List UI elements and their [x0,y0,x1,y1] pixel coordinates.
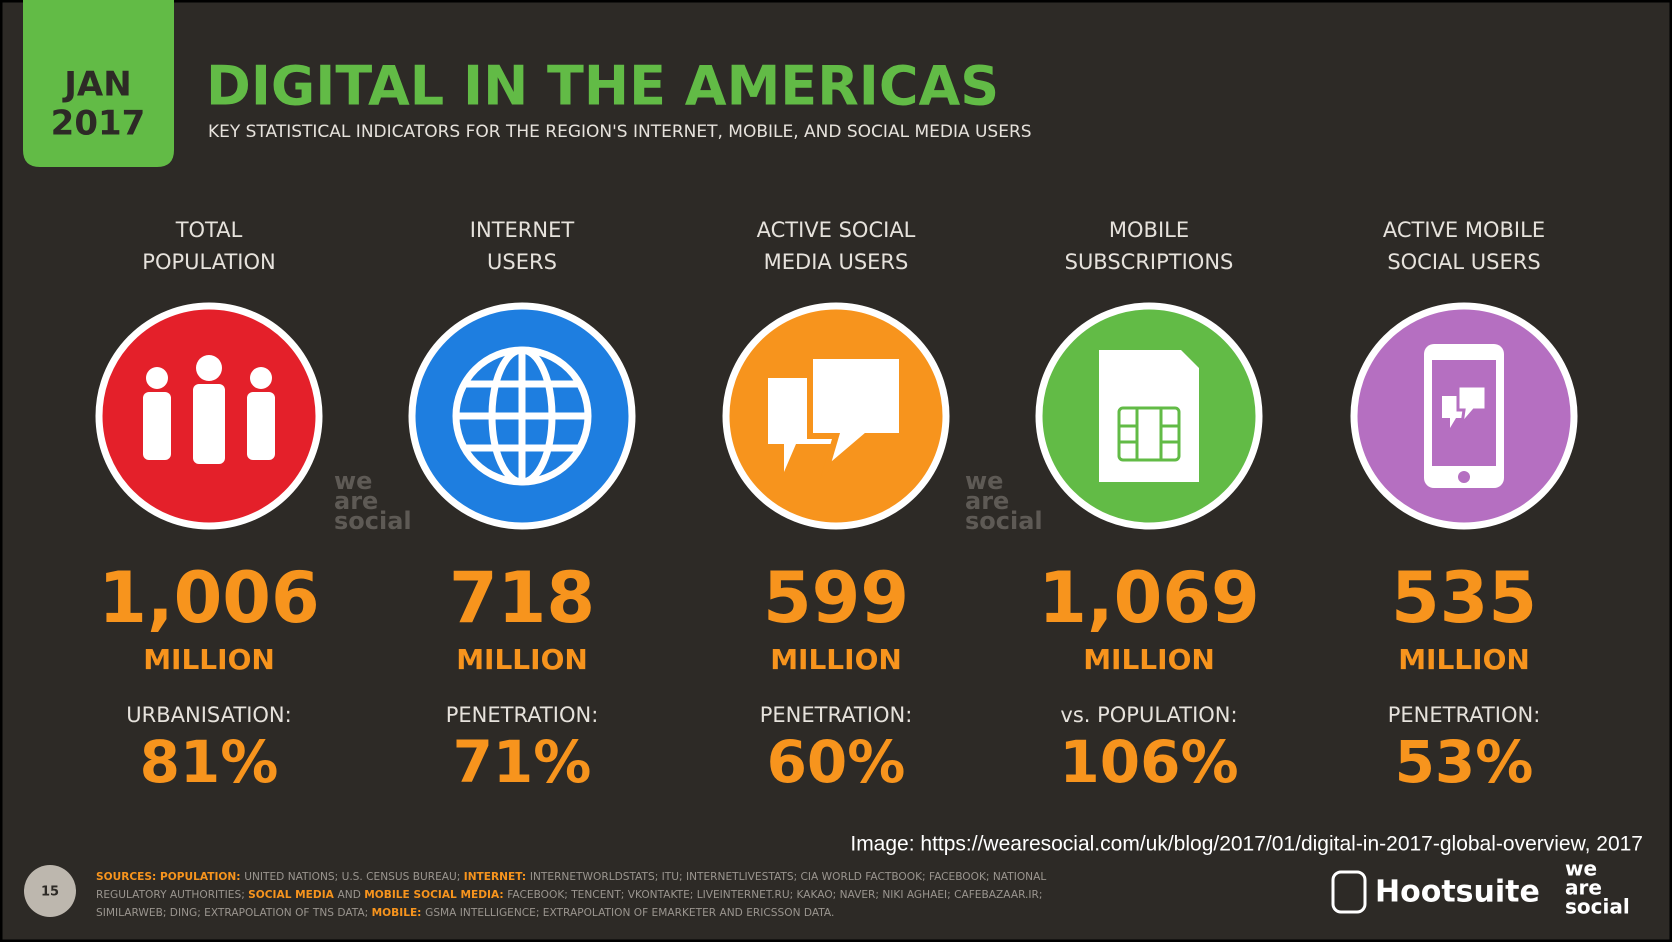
was-logo: are [1565,876,1602,900]
metric-label: vs. POPULATION: [1060,703,1237,727]
stat-label: TOTAL [175,218,243,242]
source-text: MOBILE SOCIAL MEDIA: [364,889,508,901]
stat-label: POPULATION [142,250,275,274]
stat-value: 599 [763,557,909,639]
stat-label: ACTIVE MOBILE [1383,218,1545,242]
source-text: FACEBOOK; TENCENT; VKONTAKTE; LIVEINTERN… [96,889,1043,919]
source-text: SOURCES: [96,871,160,883]
stat-unit: MILLION [456,643,588,676]
source-text: INTERNET: [463,871,530,883]
was-logo: social [1565,895,1630,919]
caption: Image: https://wearesocial.com/uk/blog/2… [850,833,1643,856]
watermark: are [334,487,378,515]
metric-value: 53% [1395,728,1534,796]
stat-label: MOBILE [1109,218,1189,242]
stat-unit: MILLION [770,643,902,676]
stat-label: INTERNET [470,218,575,242]
metric-label: URBANISATION: [126,703,291,727]
stat-label: ACTIVE SOCIAL [757,218,916,242]
stat-label: USERS [487,250,557,274]
source-text: INTERNETWORLDSTATS; ITU; INTERNETLIVESTA… [96,871,1047,901]
stat-label: SUBSCRIPTIONS [1065,250,1234,274]
stat-value: 1,006 [98,557,319,639]
stat-unit: MILLION [1398,643,1530,676]
page-badge [24,865,76,917]
metric-label: PENETRATION: [1388,703,1541,727]
date-badge [23,0,174,167]
source-text: AND [337,889,365,901]
source-text: MOBILE: [371,907,426,919]
stat-unit: MILLION [1083,643,1215,676]
watermark: social [965,507,1043,535]
badge-month: JAN [62,65,131,105]
was-logo: we [1565,857,1597,881]
subtitle: KEY STATISTICAL INDICATORS FOR THE REGIO… [208,122,1032,142]
title: DIGITAL IN THE AMERICAS [206,55,999,118]
metric-value: 81% [140,728,279,796]
globe-icon [452,346,592,486]
page-number: 15 [41,885,59,900]
chat-icon [768,353,905,479]
metric-value: 106% [1059,728,1238,796]
watermark: we [334,467,372,495]
stat-label: MEDIA USERS [764,250,909,274]
source-text: POPULATION: [159,871,245,883]
stat-value: 718 [449,557,595,639]
source-text: SOCIAL MEDIA [248,889,338,901]
metric-value: 60% [767,728,906,796]
sim-icon [1099,350,1199,482]
watermark: are [965,487,1009,515]
sources: SOURCES: POPULATION: UNITED NATIONS; U.S… [96,868,1116,922]
people-icon [143,355,275,464]
stat-value: 1,069 [1038,557,1259,639]
owl-icon [1331,870,1367,914]
watermark: social [334,507,412,535]
metric-label: PENETRATION: [446,703,599,727]
stat-unit: MILLION [143,643,275,676]
stat-label: SOCIAL USERS [1387,250,1540,274]
hootsuite-logo: Hootsuite [1375,875,1540,910]
metric-value: 71% [453,728,592,796]
source-text: UNITED NATIONS; U.S. CENSUS BUREAU; [244,871,464,883]
badge-year: 2017 [51,104,146,144]
phone-icon [1424,344,1504,488]
source-text: GSMA INTELLIGENCE; EXTRAPOLATION OF EMAR… [425,907,835,919]
stat-value: 535 [1391,557,1537,639]
metric-label: PENETRATION: [760,703,913,727]
watermark: we [965,467,1003,495]
